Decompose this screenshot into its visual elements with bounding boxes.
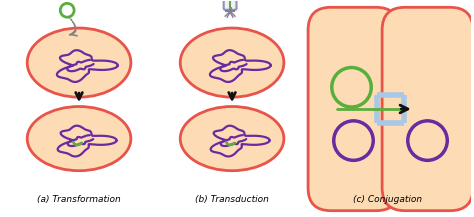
Text: (c) Conjugation: (c) Conjugation (354, 195, 423, 204)
FancyBboxPatch shape (382, 7, 473, 211)
Ellipse shape (180, 28, 284, 97)
FancyBboxPatch shape (224, 0, 237, 10)
Ellipse shape (27, 107, 131, 171)
Text: (a) Transformation: (a) Transformation (37, 195, 121, 204)
Ellipse shape (180, 107, 284, 171)
Ellipse shape (27, 28, 131, 97)
FancyBboxPatch shape (308, 7, 399, 211)
Text: (b) Transduction: (b) Transduction (195, 195, 269, 204)
